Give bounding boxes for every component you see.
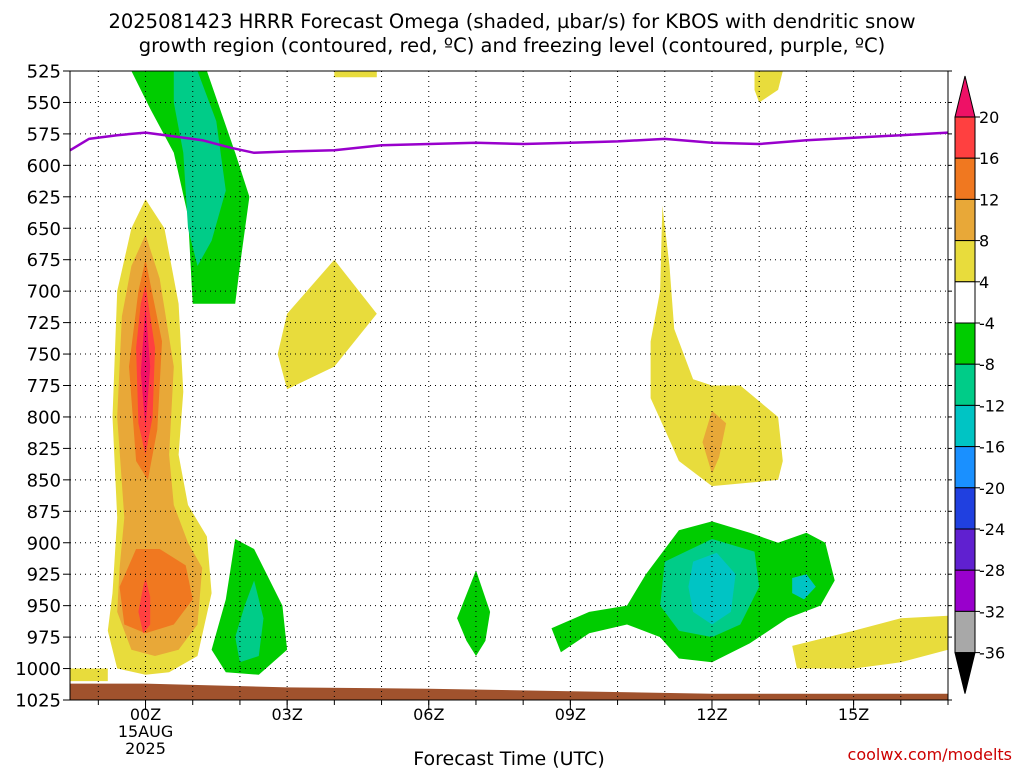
omega-region — [70, 668, 108, 682]
credit-text: coolwx.com/modelts — [848, 745, 1012, 764]
y-tick-label: 625 — [27, 187, 61, 208]
colorbar: 20 16 12 8 4 -4 -8 -12 -16 -20 -24 -28 -32 -36 — [954, 75, 1005, 694]
freezing-level-contour — [70, 131, 948, 155]
y-tick-label: 975 — [27, 628, 61, 649]
colorbar-bin — [954, 240, 976, 283]
ground-fill — [70, 683, 948, 700]
colorbar-label: 12 — [979, 190, 999, 209]
ground-layer — [70, 683, 948, 700]
y-tick-label: 950 — [27, 596, 61, 617]
y-tick-label: 750 — [27, 345, 61, 366]
omega-region — [650, 205, 783, 487]
x-tick-label: 12Z — [696, 705, 727, 724]
omega-region — [277, 259, 377, 390]
omega-region — [119, 549, 193, 634]
colorbar-bin — [954, 116, 976, 159]
y-tick-label: 900 — [27, 533, 61, 554]
y-tick-label: 550 — [27, 93, 61, 114]
x-tick-sublabel: 2025 — [125, 739, 166, 758]
colorbar-label: -20 — [979, 479, 1005, 498]
y-tick-label: 775 — [27, 376, 61, 397]
y-tick-label: 725 — [27, 313, 61, 334]
y-tick-label: 525 — [27, 62, 61, 83]
omega-region — [754, 71, 783, 103]
y-tick-label: 875 — [27, 502, 61, 523]
freezing-level-line — [70, 131, 948, 155]
colorbar-label: 4 — [979, 273, 989, 292]
omega-region — [334, 71, 377, 78]
colorbar-label: -24 — [979, 520, 1005, 539]
colorbar-label: -36 — [979, 644, 1005, 663]
chart-title-line-2: growth region (contoured, red, ºC) and f… — [139, 34, 886, 57]
colorbar-bin — [954, 528, 976, 571]
y-tick-label: 575 — [27, 124, 61, 145]
y-tick-label: 675 — [27, 250, 61, 271]
chart-title-line-1: 2025081423 HRRR Forecast Omega (shaded, … — [108, 10, 915, 33]
colorbar-bin — [954, 446, 976, 489]
omega-region — [173, 71, 226, 266]
colorbar-bin — [954, 281, 976, 324]
y-axis: 525 550 575 600 625 650 675 700 725 750 775 800 825 8… — [15, 62, 952, 712]
colorbar-bin — [954, 487, 976, 530]
colorbar-label: 20 — [979, 108, 999, 127]
colorbar-bin — [954, 610, 976, 654]
omega-region — [688, 552, 736, 625]
omega-region — [138, 578, 151, 634]
omega-region — [457, 570, 491, 656]
colorbar-label: -12 — [979, 396, 1005, 415]
y-tick-label: 850 — [27, 470, 61, 491]
colorbar-label: 16 — [979, 149, 999, 168]
colorbar-bin — [954, 198, 976, 242]
y-tick-label: 1025 — [15, 691, 61, 712]
x-tick-label: 03Z — [271, 705, 302, 724]
colorbar-top-arrow — [954, 75, 976, 118]
colorbar-label: 8 — [979, 232, 989, 251]
y-tick-label: 825 — [27, 439, 61, 460]
colorbar-bin — [954, 569, 976, 612]
x-tick-sublabel: 15AUG — [118, 722, 173, 741]
colorbar-bin — [954, 322, 976, 365]
y-tick-label: 800 — [27, 407, 61, 428]
colorbar-label: -28 — [979, 561, 1005, 580]
colorbar-label: -32 — [979, 602, 1005, 621]
x-tick-label: 09Z — [555, 705, 586, 724]
colorbar-label: -8 — [979, 355, 995, 374]
colorbar-label: -16 — [979, 438, 1005, 457]
x-tick-label: 00Z — [130, 705, 161, 724]
colorbar-label: -4 — [979, 314, 995, 333]
omega-region — [702, 410, 727, 474]
x-axis-label: Forecast Time (UTC) — [413, 748, 604, 768]
y-tick-label: 925 — [27, 565, 61, 586]
colorbar-bottom-arrow — [954, 652, 976, 694]
y-tick-label: 600 — [27, 156, 61, 177]
x-tick-label: 15Z — [838, 705, 869, 724]
y-tick-label: 650 — [27, 219, 61, 240]
omega-region — [235, 580, 264, 663]
omega-region — [792, 574, 816, 600]
omega-shading — [70, 71, 948, 682]
y-tick-label: 1000 — [15, 659, 61, 680]
y-tick-label: 700 — [27, 282, 61, 303]
x-tick-label: 06Z — [413, 705, 444, 724]
colorbar-bin — [954, 404, 976, 448]
omega-region — [792, 615, 948, 669]
colorbar-bin — [954, 157, 976, 200]
colorbar-bin — [954, 363, 976, 406]
